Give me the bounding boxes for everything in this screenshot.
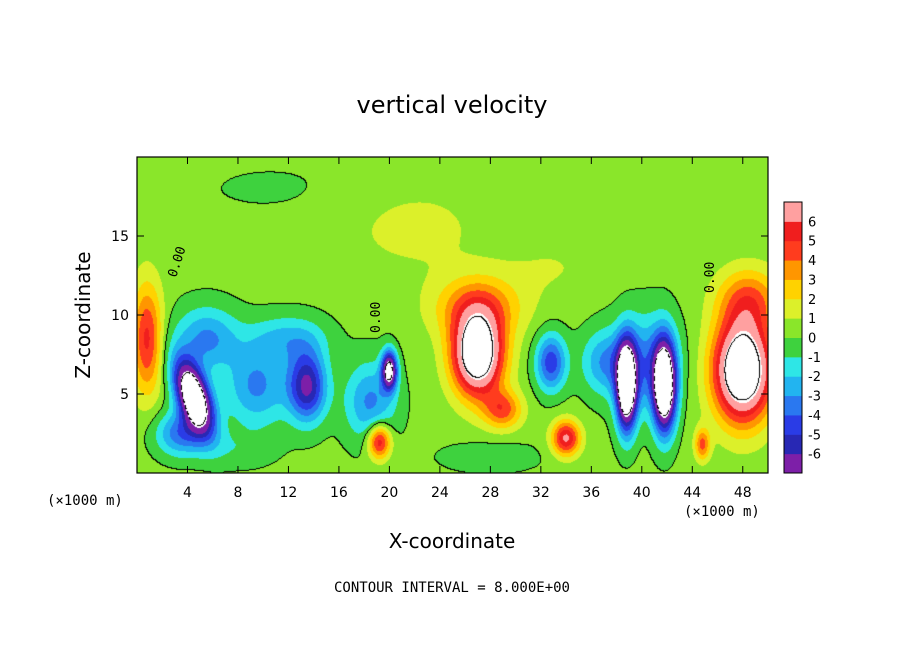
colorbar-swatch xyxy=(784,337,802,358)
contour-interval-note: CONTOUR INTERVAL = 8.000E+00 xyxy=(334,580,570,596)
contour-labels: 0.00 0.00 0.00 xyxy=(166,245,718,333)
contour-label-2: 0.00 xyxy=(369,302,384,333)
colorbar-label: 3 xyxy=(808,273,816,288)
contour-label-3: 0.00 xyxy=(703,262,718,293)
x-axis-label: X-coordinate xyxy=(389,529,516,553)
colorbar-label: 6 xyxy=(808,215,816,230)
colorbar-swatch xyxy=(784,202,802,222)
colorbar-label: -1 xyxy=(808,351,821,366)
colorbar-label: -6 xyxy=(808,448,821,463)
colorbar-swatch xyxy=(784,453,802,474)
colorbar-label: 5 xyxy=(808,235,816,250)
colorbar-frame xyxy=(783,201,803,474)
x-tick-label: 32 xyxy=(532,485,550,501)
colorbar-swatch xyxy=(784,260,802,280)
x-tick-label: 44 xyxy=(683,485,701,501)
x-tick-label: 16 xyxy=(330,485,348,501)
colorbar-label: -2 xyxy=(808,370,821,385)
y-axis-label: Z-coordinate xyxy=(71,251,95,378)
x-axis: 4 8 12 16 20 24 28 32 36 40 44 48 xyxy=(183,157,752,501)
colorbar-label: 2 xyxy=(808,293,816,308)
chart-title: vertical velocity xyxy=(357,91,548,119)
x-tick-label: 20 xyxy=(380,485,398,501)
y-axis: 5 10 15 xyxy=(111,229,768,403)
plot-area xyxy=(136,156,769,474)
colorbar-swatch xyxy=(784,240,802,261)
y-tick-label: 10 xyxy=(111,308,129,324)
x-tick-label: 12 xyxy=(280,485,298,501)
y-tick-label: 15 xyxy=(111,229,129,245)
x-tick-label: 24 xyxy=(431,485,449,501)
colorbar-label: 1 xyxy=(808,312,816,327)
field-canvas xyxy=(137,157,768,473)
x-unit-right: (×1000 m) xyxy=(684,504,760,520)
colorbar-swatch xyxy=(784,279,802,300)
colorbar: -6 -5 -4 -3 -2 -1 0 1 2 3 4 5 6 xyxy=(783,201,821,474)
colorbar-swatch xyxy=(784,414,802,435)
x-tick-label: 4 xyxy=(183,485,192,501)
colorbar-label: -5 xyxy=(808,428,821,443)
colorbar-swatch xyxy=(784,298,802,319)
colorbar-label: -3 xyxy=(808,390,821,405)
colorbar-label: 0 xyxy=(808,332,816,347)
colorbar-swatch xyxy=(784,376,802,397)
x-tick-label: 48 xyxy=(734,485,752,501)
y-tick-label: 5 xyxy=(120,387,129,403)
x-tick-label: 36 xyxy=(582,485,600,501)
colorbar-swatch xyxy=(784,221,802,242)
colorbar-swatch xyxy=(784,318,802,338)
x-tick-label: 8 xyxy=(233,485,242,501)
colorbar-swatch xyxy=(784,395,802,416)
colorbar-label: 4 xyxy=(808,254,816,269)
x-tick-label: 40 xyxy=(633,485,651,501)
colorbar-swatch xyxy=(784,434,802,455)
x-unit-left: (×1000 m) xyxy=(47,493,123,509)
colorbar-label: -4 xyxy=(808,409,821,424)
x-tick-label: 28 xyxy=(481,485,499,501)
colorbar-swatch xyxy=(784,356,802,377)
